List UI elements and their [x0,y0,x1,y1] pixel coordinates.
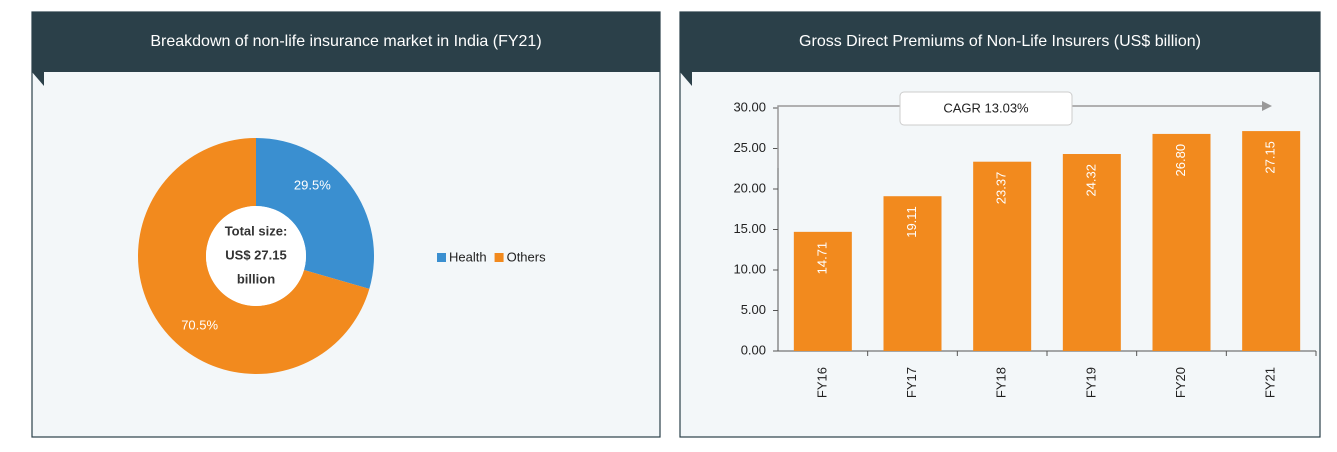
bar [1242,131,1301,351]
arrow-head [1262,101,1272,111]
donut-segment [138,138,370,374]
annotation-box [899,91,1073,126]
panel-header [32,12,660,72]
y-tick-label: 0.00 [741,342,766,357]
center-label: billion [237,271,275,286]
data-label: 26.80 [1173,144,1188,177]
panel-header [680,12,1320,72]
x-tick-label: FY19 [1083,367,1098,398]
chart-title: Breakdown of non-life insurance market i… [150,33,541,50]
x-tick-label: FY17 [904,367,919,398]
data-label: 70.5% [181,318,218,333]
cagr-arrow [777,105,1262,168]
legend-swatch [437,253,446,262]
panel-left: Breakdown of non-life insurance market i… [31,11,661,438]
data-label: 24.32 [1083,164,1098,197]
data-label: 27.15 [1263,141,1278,174]
bar [1062,154,1121,351]
center-label: Total size: [225,223,288,238]
bar [973,161,1032,351]
y-tick-label: 20.00 [733,180,766,195]
chart-title: Gross Direct Premiums of Non-Life Insure… [799,33,1201,50]
data-label: 14.71 [814,242,829,275]
y-tick-label: 30.00 [733,99,766,114]
x-tick-label: FY16 [814,367,829,398]
corner-fold [680,72,692,86]
bar [1152,133,1211,351]
x-tick-label: FY21 [1263,367,1278,398]
bar [883,196,942,351]
y-tick-label: 5.00 [741,302,766,317]
y-tick-label: 25.00 [733,140,766,155]
y-tick-label: 15.00 [733,221,766,236]
legend-label: Health [449,249,487,264]
annotation: CAGR 13.03% [943,100,1029,115]
donut-hole [206,206,306,306]
x-tick-label: FY20 [1173,367,1188,398]
donut-segment [256,138,375,289]
legend-label: Others [507,249,547,264]
bar [793,231,852,351]
data-label: 29.5% [294,177,331,192]
legend-swatch [494,253,504,262]
corner-fold [32,72,44,86]
data-label: 23.37 [994,172,1009,205]
x-tick-label: FY18 [994,367,1009,398]
data-label: 19.11 [904,206,919,238]
center-label: US$ 27.15 [225,247,286,262]
y-tick-label: 10.00 [733,261,766,276]
